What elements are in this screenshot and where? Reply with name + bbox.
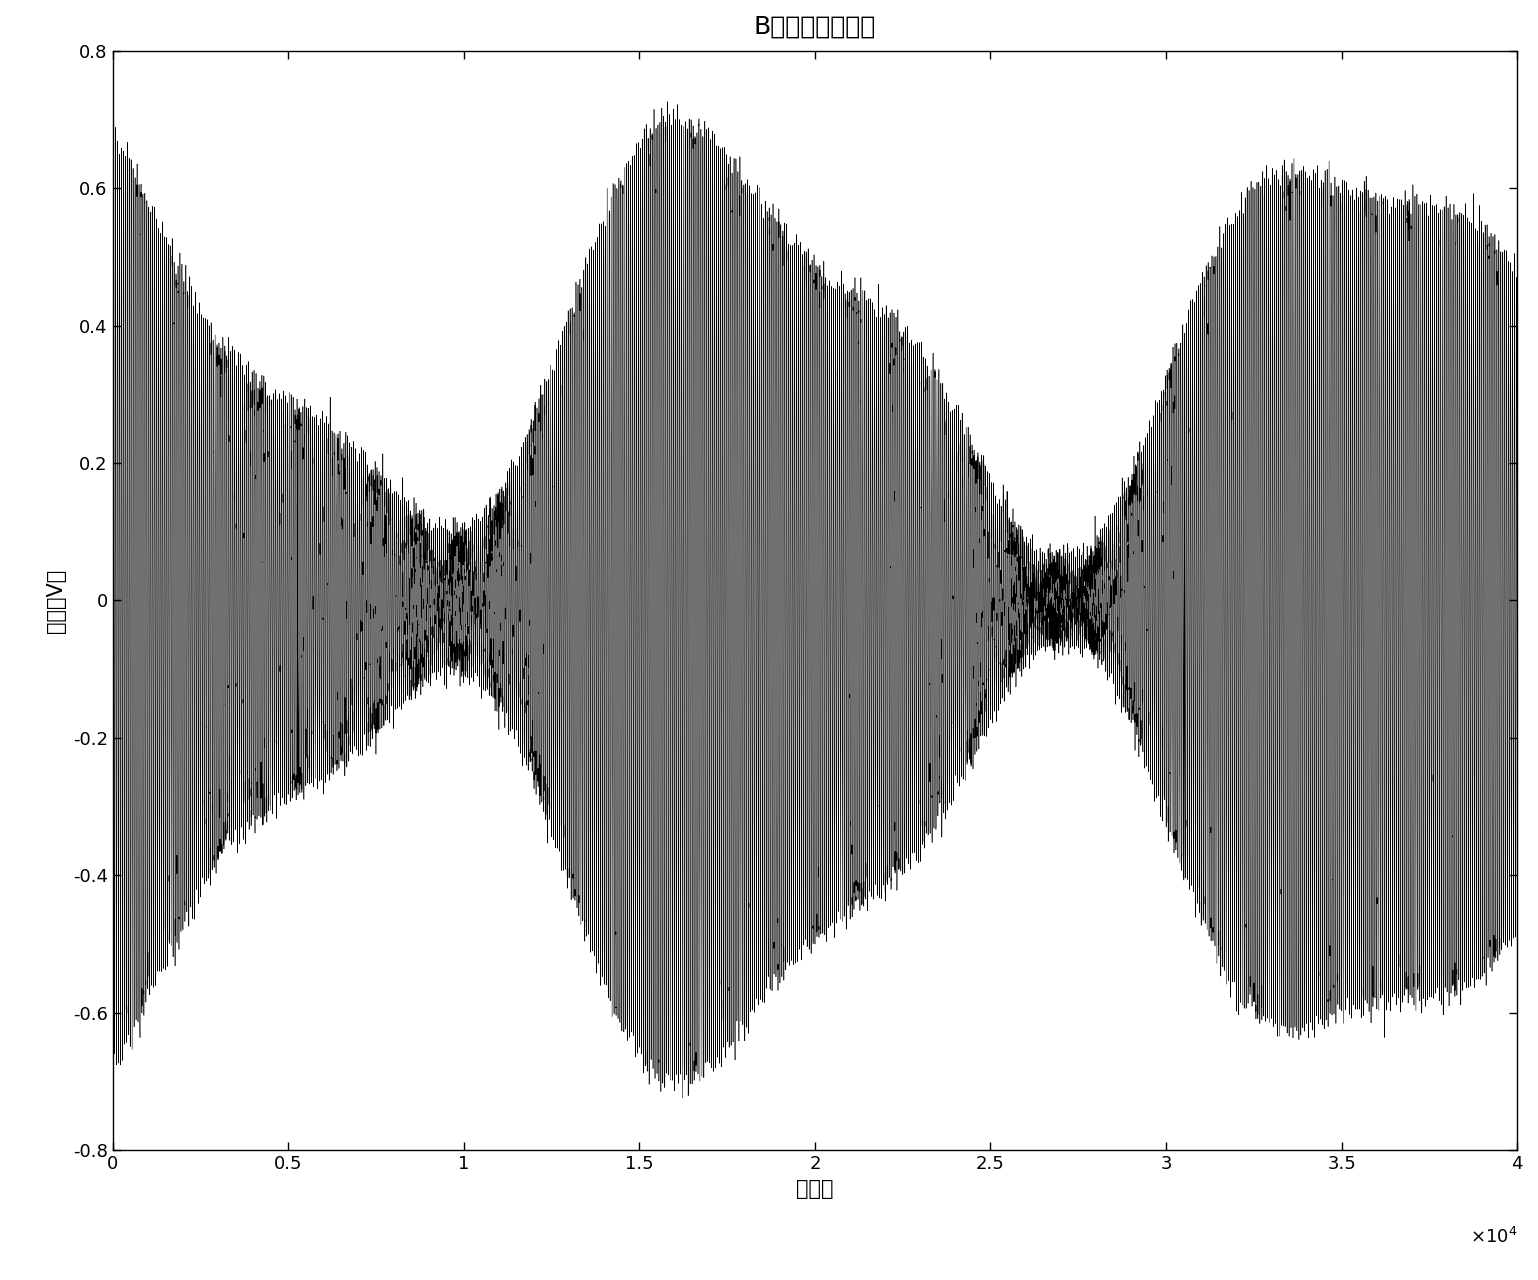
Title: B水听器接收信号: B水听器接收信号 — [754, 15, 877, 38]
X-axis label: 采样点: 采样点 — [797, 1179, 834, 1199]
Y-axis label: 幅度（V）: 幅度（V） — [46, 568, 66, 632]
Text: $\times 10^4$: $\times 10^4$ — [1470, 1228, 1518, 1248]
